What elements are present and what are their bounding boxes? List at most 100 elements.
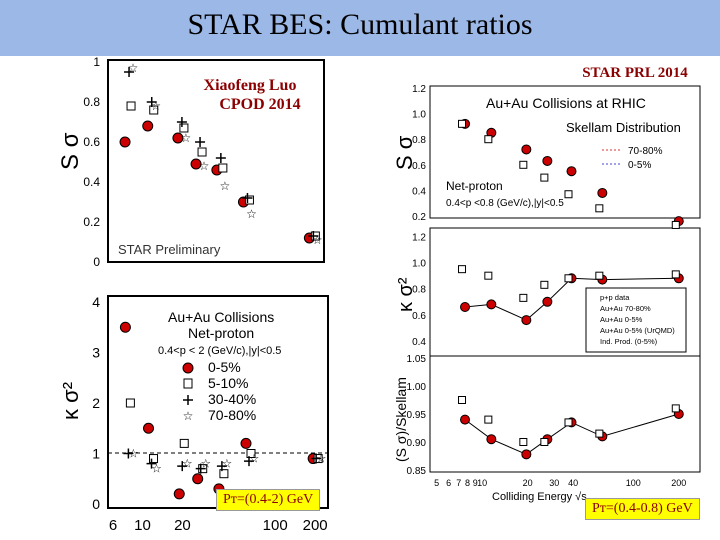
lb-70-80--point-6: ☆ [316,452,327,466]
rbot-ytick-0: 0.85 [407,466,427,477]
lt-30-40--point-4 [215,153,226,163]
right-panel: S σ κ σ² (S σ)/Skellam Au+Au Collisions … [392,84,701,503]
rtop-au-au-0-5--point-5 [597,187,608,198]
right-xtick-5: 10 [477,478,487,488]
right-legend: p+p data Au+Au 70-80% Au+Au 0-5% Au+Au 0-5%… [585,287,687,353]
author-note-line2: CPOD 2014 [219,96,301,113]
rbot-au-au-70-80--point-6 [671,404,680,413]
left-bottom-xtick-0: 6 [109,517,117,534]
rbot-ytick-1: 0.90 [407,438,427,449]
rmid-ytick-3: 1.0 [412,259,426,270]
legend-title-1: Au+Au Collisions [168,309,274,325]
lt-70-80--point-2: ☆ [181,131,192,145]
rbot-au-au-70-80--point-3 [540,438,549,446]
rtop-au-au-70-80--point-2 [519,160,528,169]
rmid-au-au-70-80--point-5 [595,271,604,280]
lb-30-40--point-5 [244,456,254,467]
lt-30-40--point-6 [308,231,319,241]
lt-30-40--point-2 [176,117,187,127]
rmid-au-au-70-80--point-3 [540,280,549,289]
rbot-au-au-0-5--point-2 [521,449,532,460]
lb-30-40--point-0 [123,448,134,459]
rbot-au-au-0-5--point-1 [486,434,497,445]
left-bottom-marks: ☆ ☆ ☆ ☆ ☆ ☆ ☆ [119,321,327,500]
lb-0-5--point-3 [192,473,204,485]
ref-note: STAR PRL 2014 [582,65,688,81]
left-bottom-xtick-2: 20 [174,517,191,534]
right-xtick-9: 100 [626,478,641,488]
lb-0-5--point-1 [143,422,155,434]
rmid-ytick-0: 0.4 [412,337,426,348]
rtop-au-au-0-5--point-3 [542,155,553,166]
lb-0-5--point-0 [119,321,131,333]
rtop-au-au-70-80--point-4 [564,190,573,199]
rmid-au-au-70-80--point-4 [564,274,573,283]
rmid-au-au-0-5--point-0 [460,302,471,313]
right-legend-label-0: p+p data [600,293,630,302]
lt-70-80--point-5: ☆ [246,207,257,221]
rmid-au-au-0-5--point-2 [521,315,532,326]
right-legend-label-2: Au+Au 0-5% [600,315,643,324]
rbot-ytick-4: 1.05 [407,354,427,365]
right-cut-label: 0.4<p <0.8 (GeV/c),|y|<0.5 [446,198,564,209]
slide-title: STAR BES: Cumulant ratios [187,8,533,41]
rtop-au-au-70-80--point-6 [671,220,680,229]
lb-legend-label-1: 5-10% [208,375,248,391]
rtop-ytick-0: 0.2 [412,212,426,223]
rtop-ytick-4: 1.0 [412,110,426,121]
lt-30-40--point-1 [146,97,157,107]
left-top-frame [107,59,325,263]
skellam-line1-label: 70-80% [628,146,663,157]
rbot-au-au-70-80--point-2 [519,438,528,446]
right-xlabel: Colliding Energy √s [492,491,587,503]
right-xtick-7: 30 [549,478,559,488]
lt-0-5--point-1 [142,120,154,132]
left-top-ytick-4: 0.8 [83,95,100,109]
right-top-ylabel: S σ [392,135,417,170]
right-xtick-8: 40 [568,478,578,488]
author-note-line1: Xiaofeng Luo [203,77,297,94]
lt-0-5--point-2 [172,132,184,144]
right-xtick-6: 20 [523,478,533,488]
skellam-label: Skellam Distribution [566,120,681,135]
lt-5-10--point-4 [218,163,228,173]
lb-legend-marker-3: ☆ [183,409,194,423]
left-top-ylabel: S σ [60,132,84,170]
left-bottom-ytick-1: 1 [92,446,100,462]
lt-5-10--point-5 [244,195,254,205]
lb-5-10--point-2 [179,438,189,448]
lt-70-80--point-6: ☆ [312,233,323,247]
left-bottom-xtick-3: 100 [263,517,288,534]
rtop-ytick-3: 0.8 [412,135,426,146]
pt-note-left: Pт=(0.4-2) GeV [216,489,321,511]
legend-title-2: Net-proton [188,325,254,341]
pt-note-right: Pт=(0.4-0.8) GeV [585,498,700,520]
right-bot-frame [429,355,701,473]
left-top-watermark: STAR Preliminary [118,242,221,257]
right-legend-label-1: Au+Au 70-80% [600,304,651,313]
left-bottom-xticks: 6 10 20 100 200 [109,517,328,534]
rbot-au-au-70-80--point-5 [595,429,604,438]
skellam-line2-label: 0-5% [628,160,651,171]
right-xtick-2: 7 [456,478,461,488]
lt-70-80--point-0: ☆ [128,61,139,75]
rbot-au-au-0-5--point-0 [460,414,471,425]
lb-legend-marker-1 [183,378,193,389]
left-top-ytick-3: 0.6 [83,135,100,149]
rmid-au-au-70-80--point-2 [519,293,528,302]
right-legend-box [585,287,687,353]
left-bottom-yticks: 0 1 2 3 4 [92,294,100,512]
left-top-yticks: 0 0.2 0.4 0.6 0.8 1 [83,56,100,269]
lb-70-80--point-4: ☆ [222,457,233,471]
legend-cut: 0.4<p < 2 (GeV/c),|y|<0.5 [158,345,281,357]
rtop-ytick-1: 0.4 [412,186,426,197]
lb-30-40--point-6 [311,453,322,464]
right-bot-ylabel: (S σ)/Skellam [393,377,409,462]
lb-30-40--point-4 [216,461,227,472]
lb-5-10--point-4 [219,469,229,479]
rmid-ytick-4: 1.2 [412,233,426,244]
lt-5-10--point-3 [197,147,207,157]
right-xtick-4: 9 [473,478,478,488]
lb-0-5--point-2 [173,488,185,500]
